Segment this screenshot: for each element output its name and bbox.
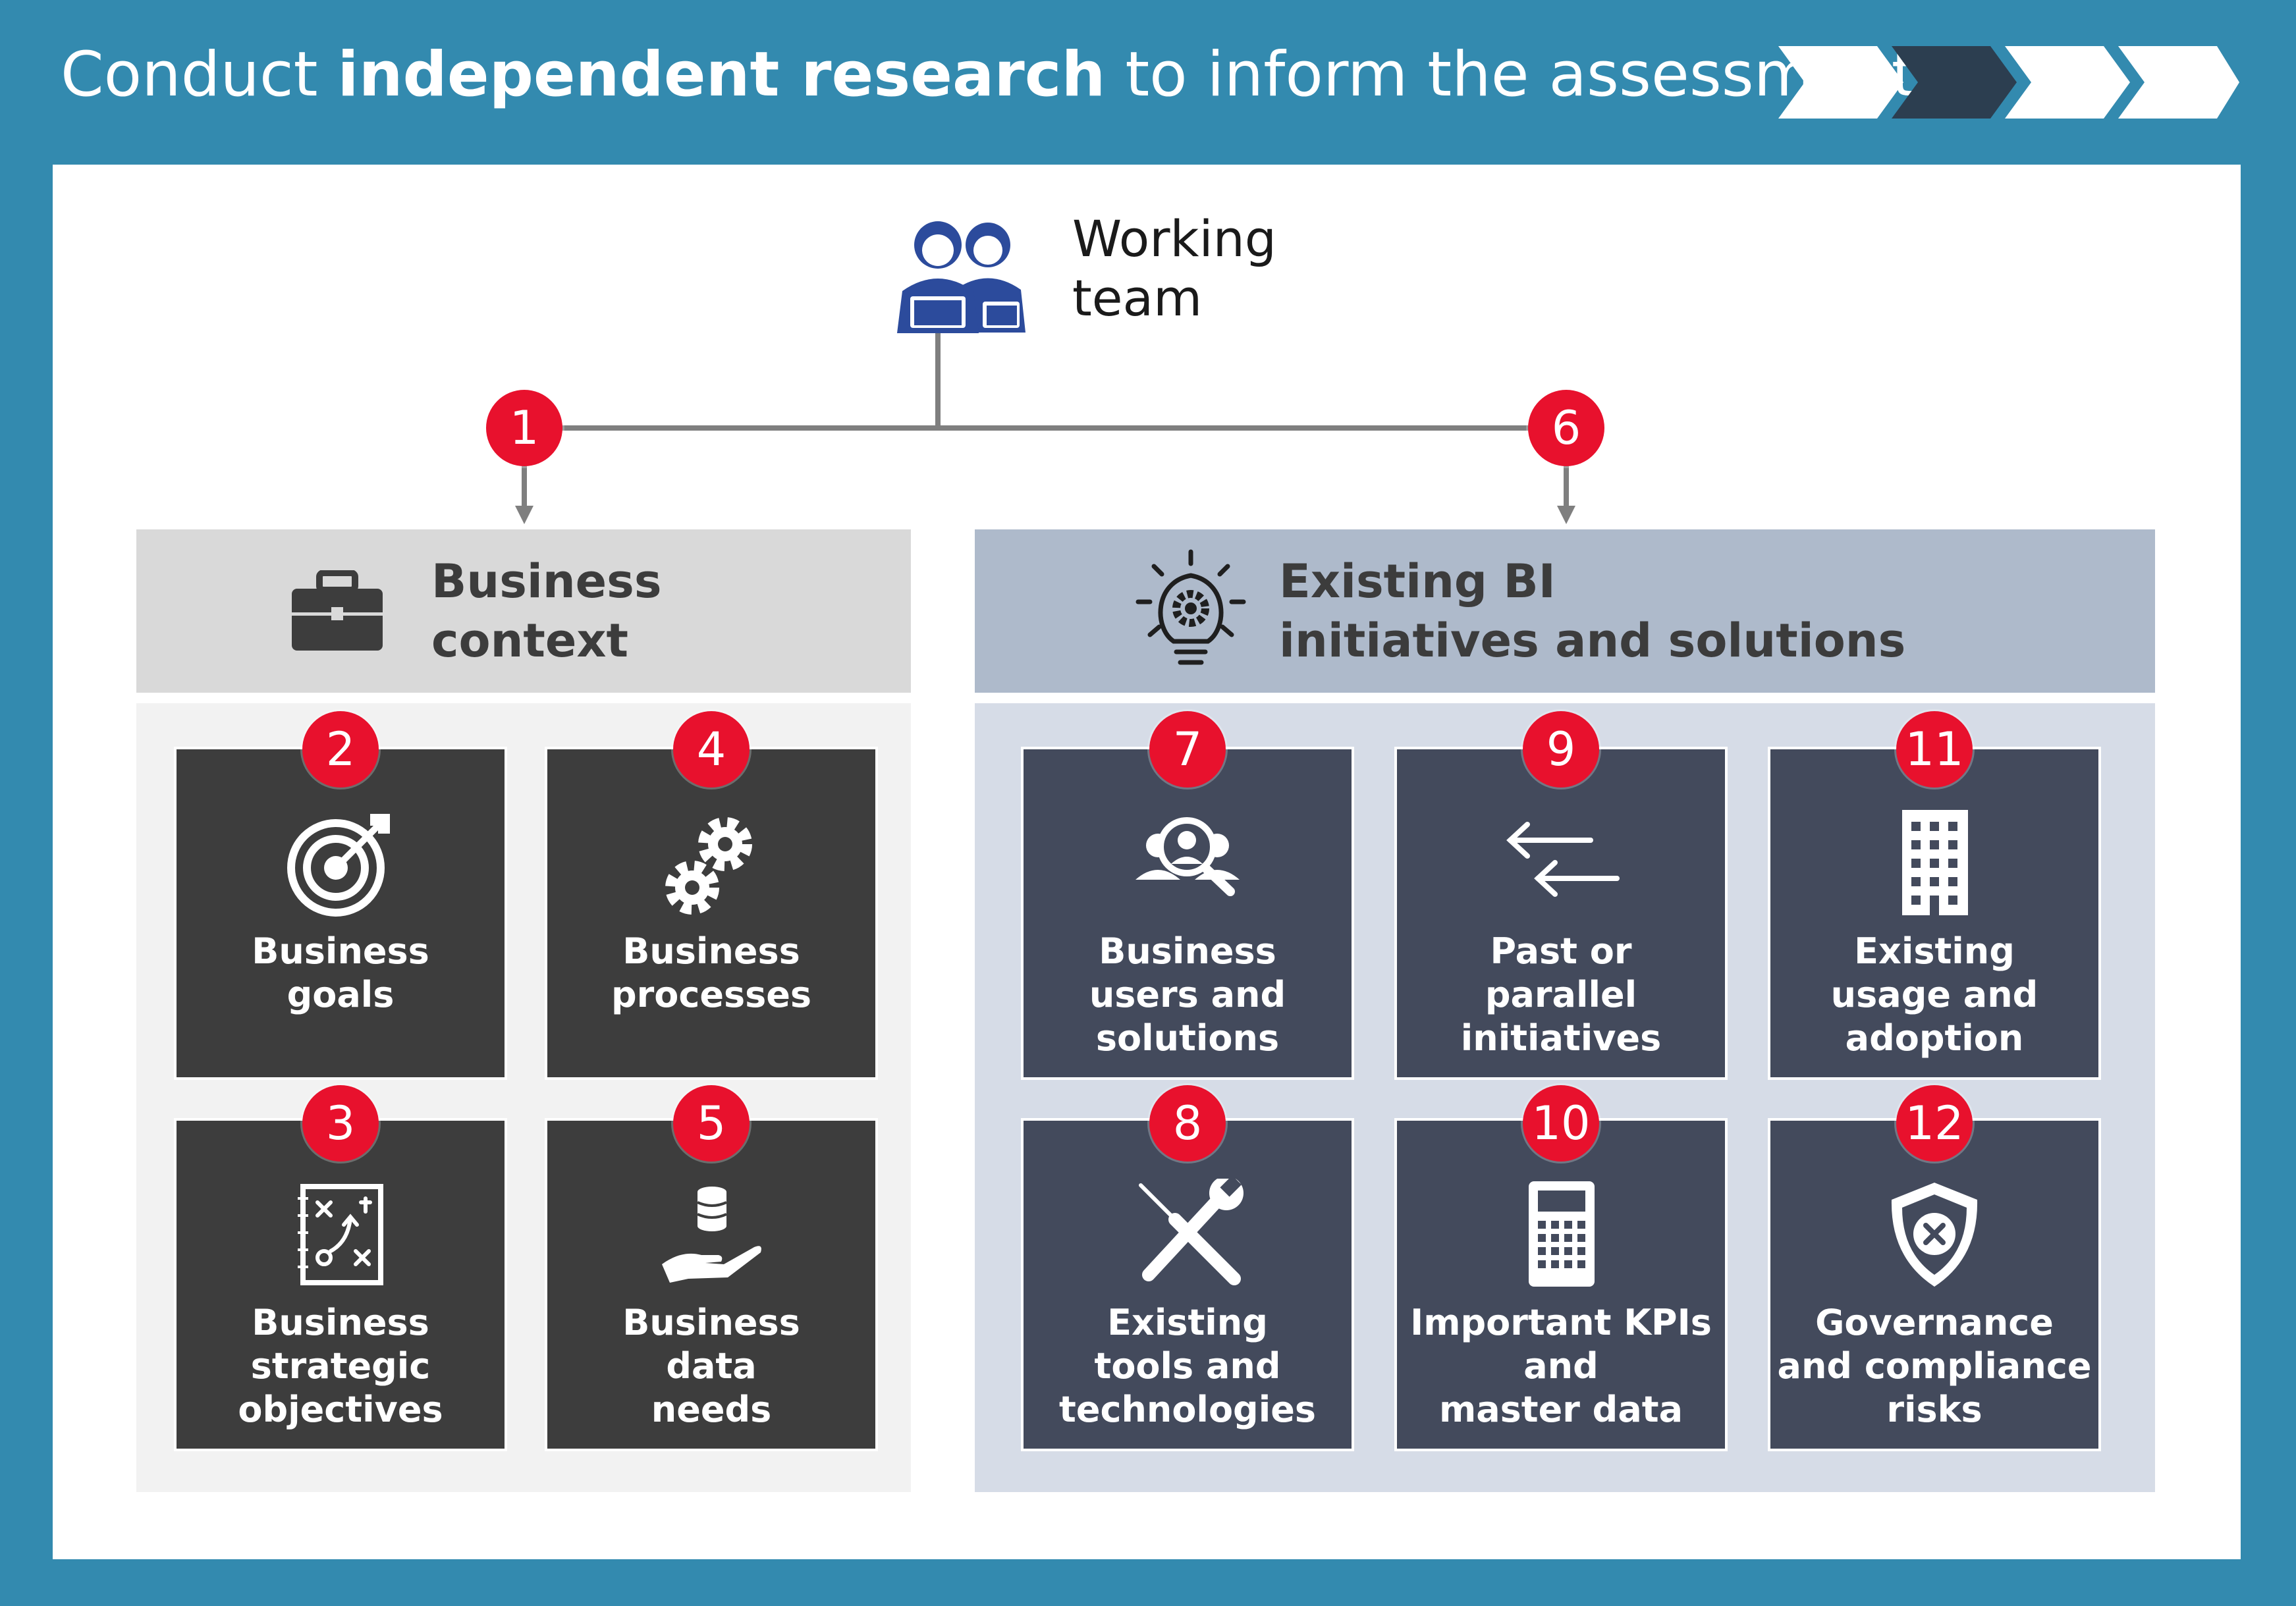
tile-governance-and-compliance-risks: Governance and compliance risks: [1768, 1118, 2101, 1451]
tile-label: Existing tools and technologies: [1059, 1302, 1316, 1430]
shield-x-icon: [1891, 1183, 1978, 1287]
step-badge-4: 4: [673, 711, 750, 788]
user-search-icon: [1135, 817, 1240, 896]
chevron-step-4: [2118, 46, 2239, 119]
step-badge-12: 12: [1896, 1085, 1973, 1162]
title-prefix: Conduct: [61, 39, 318, 111]
chevron-step-2: [1892, 46, 2017, 119]
tile-label: Business goals: [252, 930, 429, 1015]
tile-business-data-needs: Business data needs: [545, 1118, 878, 1451]
step-badge-1: 1: [486, 390, 562, 466]
tile-label: Past or parallel initiatives: [1460, 930, 1662, 1059]
tile-business-strategic-objectives: Business strategic objectives: [174, 1118, 507, 1451]
tools-icon: [1139, 1179, 1244, 1285]
step-badge-6: 6: [1528, 390, 1604, 466]
step-badge-10: 10: [1523, 1085, 1599, 1162]
people-laptop-icon: [897, 221, 1025, 333]
step-badge-2: 2: [302, 711, 379, 788]
strategy-board-icon: [298, 1184, 383, 1285]
step-badge-3: 3: [302, 1085, 379, 1162]
tile-existing-tools-and-technologies: Existing tools and technologies: [1021, 1118, 1354, 1451]
title-bold: independent research: [337, 39, 1106, 111]
working-team-label: Working team: [1072, 209, 1276, 327]
tile-business-goals: Business goals: [174, 747, 507, 1080]
step-badge-8: 8: [1149, 1085, 1226, 1162]
tile-label: Business strategic objectives: [238, 1302, 443, 1430]
tile-existing-usage-and-adoption: Existing usage and adoption: [1768, 747, 2101, 1080]
tile-important-kpis-and-master-data: Important KPIs and master data: [1394, 1118, 1728, 1451]
step-badge-9: 9: [1523, 711, 1599, 788]
arrows-left-icon: [1506, 822, 1620, 897]
existing-bi-heading: Existing BI initiatives and solutions: [1279, 554, 1906, 668]
business-context-heading: Business context: [431, 554, 662, 668]
business-context-header: Business context: [136, 529, 911, 693]
chevron-step-3: [2005, 46, 2130, 119]
existing-bi-header: Existing BI initiatives and solutions: [975, 529, 2155, 693]
calculator-icon: [1529, 1181, 1595, 1287]
tile-past-or-parallel-initiatives: Past or parallel initiatives: [1394, 747, 1728, 1080]
briefcase-icon: [292, 570, 383, 651]
tile-label: Existing usage and adoption: [1830, 930, 2038, 1059]
lightbulb-gear-icon: [1135, 549, 1246, 665]
hand-database-icon: [662, 1187, 761, 1283]
tile-label: Governance and compliance risks: [1777, 1302, 2092, 1430]
progress-chevrons: [1778, 46, 2239, 119]
tile-business-processes: Business processes: [545, 747, 878, 1080]
step-badge-11: 11: [1896, 711, 1973, 788]
tile-label: Important KPIs and master data: [1410, 1302, 1712, 1430]
gears-icon: [665, 817, 752, 915]
target-icon: [287, 814, 390, 917]
building-icon: [1902, 810, 1968, 915]
tile-business-users-and-solutions: Business users and solutions: [1021, 747, 1354, 1080]
tile-label: Business users and solutions: [1089, 930, 1286, 1059]
step-badge-7: 7: [1149, 711, 1226, 788]
tile-label: Business data needs: [622, 1302, 800, 1430]
tile-label: Business processes: [611, 930, 812, 1015]
chevron-step-1: [1778, 46, 1903, 119]
step-badge-5: 5: [673, 1085, 750, 1162]
